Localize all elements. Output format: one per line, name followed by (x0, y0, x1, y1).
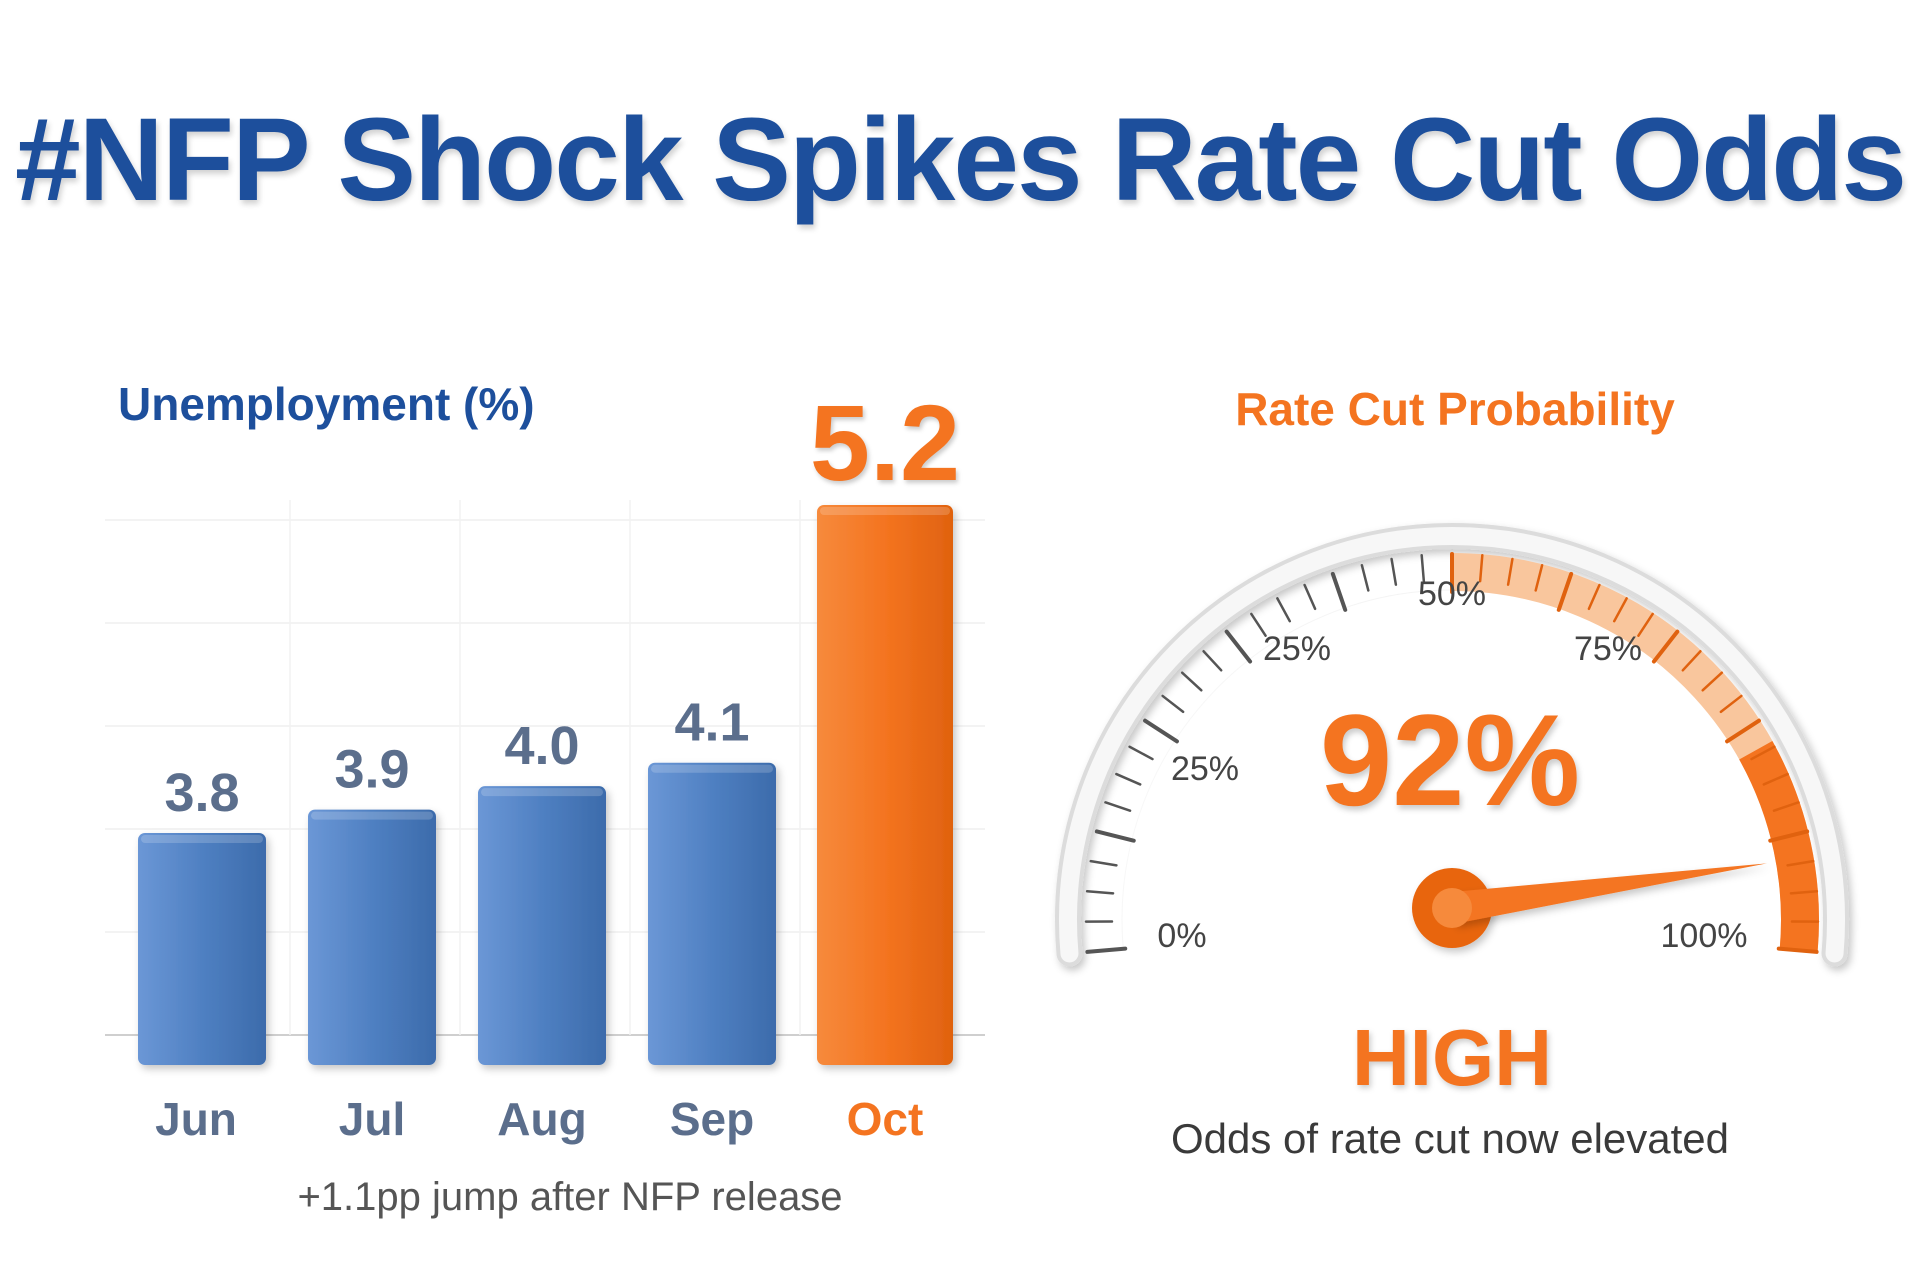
category-label: Sep (670, 1093, 754, 1145)
gauge-tick-label: 75% (1574, 630, 1642, 668)
bar-value-label: 5.2 (810, 382, 960, 503)
gauge-tick (1587, 583, 1601, 611)
bar-highlight-cap (651, 764, 773, 773)
bar-chart-annotation: +1.1pp jump after NFP release (297, 1175, 843, 1219)
bar-oct (817, 505, 953, 1065)
gauge-tick (1085, 946, 1128, 954)
gauge-value-label: 92% (1320, 687, 1580, 833)
gauge-tick (1776, 946, 1819, 954)
gauge-tick (1637, 612, 1654, 637)
bar-highlight-cap (311, 811, 433, 820)
bar-highlight-cap (481, 788, 603, 797)
gauge-tick (1202, 649, 1223, 672)
probability-gauge: 0% 25% 25% 50% 75% 100% (1055, 523, 1849, 967)
gauge-tick (1772, 801, 1800, 812)
gauge-tick (1612, 597, 1628, 623)
bar-sep (648, 762, 776, 1065)
gauge-tick (1104, 801, 1132, 812)
gauge-tick (1681, 649, 1702, 672)
bar-aug (478, 786, 606, 1065)
gauge-tick (1360, 564, 1370, 592)
gauge-subtitle: Odds of rate cut now elevated (1171, 1115, 1729, 1162)
category-label: Aug (497, 1093, 586, 1145)
bar-jul (308, 809, 436, 1065)
bar-value-label: 4.0 (504, 716, 579, 776)
gauge-tick-label: 50% (1418, 575, 1486, 613)
gauge-band-strong (1739, 740, 1819, 952)
gauge-tick (1128, 745, 1154, 761)
bar-value-label: 3.8 (164, 763, 239, 823)
gauge-tick (1085, 890, 1115, 895)
bar-highlight-cap (141, 835, 263, 843)
gauge-tick (1330, 571, 1348, 612)
bar-jun (138, 833, 266, 1065)
gauge-tick (1161, 694, 1185, 714)
gauge-tick (1506, 557, 1514, 586)
gauge-tick (1180, 671, 1203, 692)
gauge-status-label: HIGH (1352, 1013, 1552, 1102)
gauge-tick-label: 0% (1157, 917, 1206, 955)
category-label: Oct (847, 1093, 924, 1145)
gauge-tick (1719, 694, 1743, 714)
gauge-needle (1449, 863, 1767, 924)
gauge-tick (1478, 554, 1484, 583)
gauge-tick (1420, 554, 1426, 583)
bar-value-labels: 3.8 3.9 4.0 4.1 5.2 (164, 382, 960, 823)
gauge-tick (1786, 859, 1815, 867)
gauge-tick (1276, 597, 1292, 623)
gauge-tick (1750, 745, 1776, 761)
gauge-tick-label: 25% (1171, 750, 1239, 788)
gauge-hub-cap (1432, 888, 1472, 928)
gauge-tick (1250, 612, 1267, 637)
gauge-tick (1534, 564, 1544, 592)
bar-chart-title: Unemployment (%) (118, 378, 535, 430)
gauge-tick (1725, 718, 1761, 744)
gauge-tick (1768, 829, 1810, 843)
gauge-tick-label: 100% (1661, 917, 1748, 955)
gauge-tick (1762, 772, 1789, 786)
gauge-tick (1701, 671, 1724, 692)
gauge-tick (1303, 583, 1317, 611)
gauge-tick-label: 25% (1263, 630, 1331, 668)
gauge-tick (1789, 890, 1819, 895)
bar-chart-bars (138, 505, 953, 1065)
gauge-tick (1094, 829, 1136, 843)
gauge-tick (1651, 629, 1680, 664)
category-label: Jul (339, 1093, 405, 1145)
gauge-tick (1089, 859, 1118, 867)
headline: #NFP Shock Spikes Rate Cut Odds (15, 94, 1907, 226)
bar-highlight-cap (820, 507, 950, 515)
gauge-tick (1556, 571, 1574, 612)
gauge-tick (1115, 772, 1142, 786)
gauge-tick (1390, 557, 1398, 586)
category-label: Jun (155, 1093, 237, 1145)
bar-category-labels: Jun Jul Aug Sep Oct (155, 1093, 923, 1145)
gauge-title: Rate Cut Probability (1235, 383, 1675, 435)
gauge-tick (1224, 629, 1253, 664)
gauge-tick (1143, 718, 1179, 744)
gauge-rim-inner (1059, 527, 1845, 963)
bar-value-label: 3.9 (334, 740, 409, 800)
bar-value-label: 4.1 (674, 693, 749, 753)
